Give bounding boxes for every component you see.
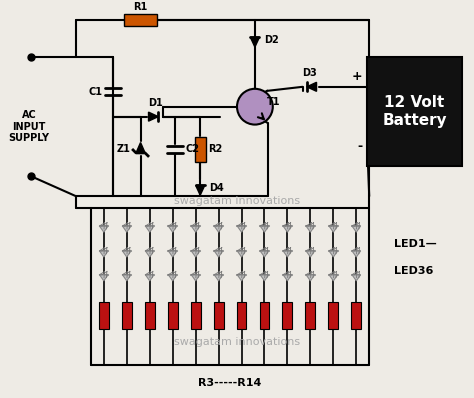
Polygon shape — [168, 275, 177, 281]
Polygon shape — [214, 275, 223, 281]
Bar — [122, 302, 132, 330]
Polygon shape — [100, 275, 108, 281]
Bar — [195, 137, 206, 162]
Polygon shape — [146, 251, 154, 257]
Polygon shape — [191, 226, 200, 232]
Bar — [124, 14, 157, 26]
Polygon shape — [283, 226, 292, 232]
Polygon shape — [196, 185, 205, 195]
Text: swagatam innovations: swagatam innovations — [174, 338, 300, 347]
Polygon shape — [146, 226, 154, 232]
Text: C1: C1 — [89, 87, 103, 97]
Text: R1: R1 — [134, 2, 148, 12]
Text: D3: D3 — [302, 68, 317, 78]
Polygon shape — [136, 142, 145, 153]
Text: -: - — [357, 140, 362, 153]
Polygon shape — [100, 226, 108, 232]
Circle shape — [237, 89, 273, 125]
Polygon shape — [260, 275, 269, 281]
Text: T1: T1 — [267, 97, 280, 107]
Polygon shape — [123, 275, 131, 281]
Polygon shape — [283, 275, 292, 281]
Polygon shape — [168, 226, 177, 232]
Bar — [367, 57, 462, 166]
Text: R3-----R14: R3-----R14 — [198, 378, 262, 388]
Text: 12 Volt
Battery: 12 Volt Battery — [382, 96, 447, 128]
Bar — [328, 302, 338, 330]
Polygon shape — [237, 251, 246, 257]
Bar — [237, 302, 246, 330]
Bar — [191, 302, 201, 330]
Text: +: + — [352, 70, 362, 83]
Polygon shape — [352, 226, 361, 232]
Polygon shape — [250, 37, 259, 47]
Polygon shape — [123, 226, 131, 232]
Polygon shape — [306, 275, 315, 281]
Polygon shape — [329, 251, 337, 257]
Polygon shape — [306, 251, 315, 257]
Polygon shape — [146, 275, 154, 281]
Polygon shape — [352, 251, 361, 257]
Text: D4: D4 — [209, 183, 224, 193]
Polygon shape — [168, 251, 177, 257]
Polygon shape — [260, 226, 269, 232]
Bar — [305, 302, 315, 330]
Polygon shape — [214, 251, 223, 257]
Bar — [99, 302, 109, 330]
Text: C2: C2 — [185, 144, 199, 154]
Bar — [145, 302, 155, 330]
Polygon shape — [100, 251, 108, 257]
Polygon shape — [191, 251, 200, 257]
Bar — [283, 302, 292, 330]
Polygon shape — [329, 275, 337, 281]
Text: D1: D1 — [148, 98, 163, 108]
Polygon shape — [237, 226, 246, 232]
Bar — [168, 302, 178, 330]
Text: swagatam innovations: swagatam innovations — [174, 196, 300, 206]
Polygon shape — [191, 275, 200, 281]
Polygon shape — [237, 275, 246, 281]
Polygon shape — [283, 251, 292, 257]
Polygon shape — [123, 251, 131, 257]
Polygon shape — [148, 112, 158, 121]
Bar — [351, 302, 361, 330]
Text: LED1—: LED1— — [394, 239, 437, 249]
Text: LED36: LED36 — [394, 266, 433, 276]
Text: AC
INPUT
SUPPLY: AC INPUT SUPPLY — [9, 110, 50, 143]
Bar — [214, 302, 224, 330]
Polygon shape — [352, 275, 361, 281]
Polygon shape — [307, 82, 317, 91]
Polygon shape — [260, 251, 269, 257]
Text: Z1: Z1 — [117, 144, 131, 154]
Polygon shape — [306, 226, 315, 232]
Text: D2: D2 — [264, 35, 279, 45]
Text: R2: R2 — [208, 144, 222, 154]
Bar — [259, 302, 269, 330]
Polygon shape — [329, 226, 337, 232]
Polygon shape — [214, 226, 223, 232]
